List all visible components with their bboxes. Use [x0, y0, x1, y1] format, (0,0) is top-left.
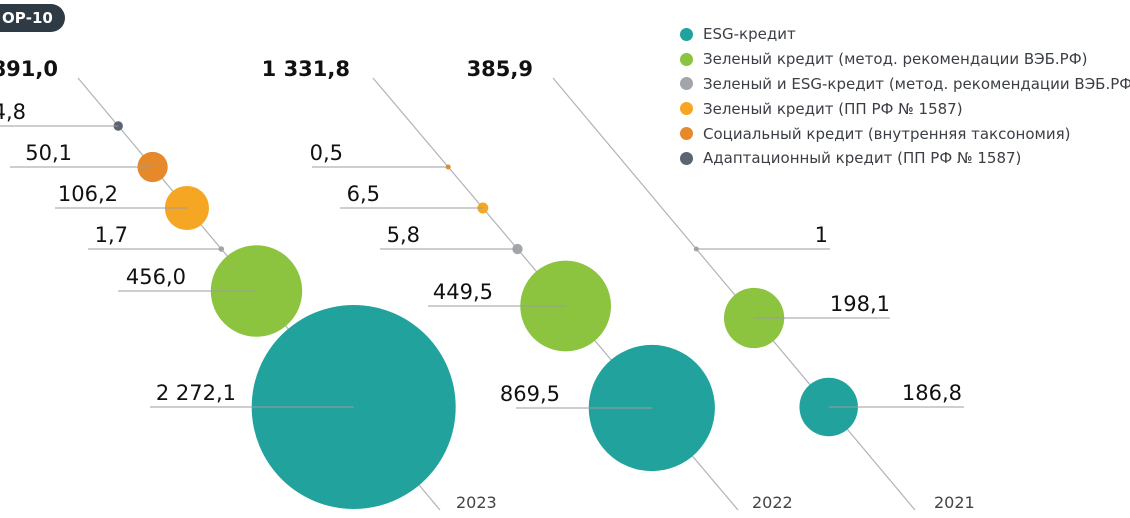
chart-legend: ESG-кредит Зеленый кредит (метод. рекомен…: [680, 22, 1130, 171]
value-label-2023-green_veb: 456,0: [126, 265, 186, 289]
value-label-2023-adapt: 4,8: [0, 100, 26, 124]
legend-swatch: [680, 52, 693, 66]
legend-swatch: [680, 127, 693, 141]
value-label-2022-green_esg_veb: 5,8: [387, 223, 420, 247]
legend-item-social: Социальный кредит (внутренняя таксономия…: [680, 121, 1130, 146]
legend-label: Социальный кредит (внутренняя таксономия…: [703, 124, 1071, 143]
value-label-2023-esg: 2 272,1: [156, 381, 236, 405]
legend-label: Адаптационный кредит (ПП РФ № 1587): [703, 149, 1022, 168]
timeline-axis-2021: [552, 77, 916, 511]
value-label-2021-green_veb: 198,1: [830, 292, 890, 316]
value-label-2022-esg: 869,5: [500, 382, 560, 406]
total-label-2022: 1 331,8: [262, 57, 350, 81]
value-label-2022-green_pp: 6,5: [347, 182, 380, 206]
legend-label: ESG-кредит: [703, 25, 796, 44]
legend-item-green_esg_veb: Зеленый и ESG-кредит (метод. рекомендаци…: [680, 72, 1130, 97]
value-label-2022-social: 0,5: [310, 141, 343, 165]
value-label-2021-green_esg_veb: 1: [815, 223, 828, 247]
total-label-2021: 385,9: [467, 57, 533, 81]
legend-label: Зеленый и ESG-кредит (метод. рекомендаци…: [703, 74, 1130, 93]
year-label-2022: 2022: [752, 493, 793, 512]
value-label-2023-green_pp: 106,2: [58, 182, 118, 206]
legend-item-green_pp: Зеленый кредит (ПП РФ № 1587): [680, 96, 1130, 121]
legend-item-green_veb: Зеленый кредит (метод. рекомендации ВЭБ.…: [680, 47, 1130, 72]
legend-swatch: [680, 151, 693, 165]
legend-label: Зеленый кредит (ПП РФ № 1587): [703, 99, 963, 118]
section-badge: ОР-10: [0, 4, 65, 32]
value-label-2021-esg: 186,8: [902, 381, 962, 405]
bubble-2023-green_esg_veb: [218, 246, 225, 252]
legend-swatch: [680, 27, 693, 41]
total-label-2023: 2 891,0: [0, 57, 58, 81]
legend-label: Зеленый кредит (метод. рекомендации ВЭБ.…: [703, 50, 1088, 69]
year-label-2021: 2021: [934, 493, 975, 512]
value-label-2022-green_veb: 449,5: [433, 280, 493, 304]
legend-swatch: [680, 77, 693, 91]
value-label-2023-social: 50,1: [25, 141, 72, 165]
value-label-2023-green_esg_veb: 1,7: [95, 223, 128, 247]
legend-swatch: [680, 102, 693, 116]
legend-item-esg: ESG-кредит: [680, 22, 1130, 47]
legend-item-adapt: Адаптационный кредит (ПП РФ № 1587): [680, 146, 1130, 171]
year-label-2023: 2023: [456, 493, 497, 512]
